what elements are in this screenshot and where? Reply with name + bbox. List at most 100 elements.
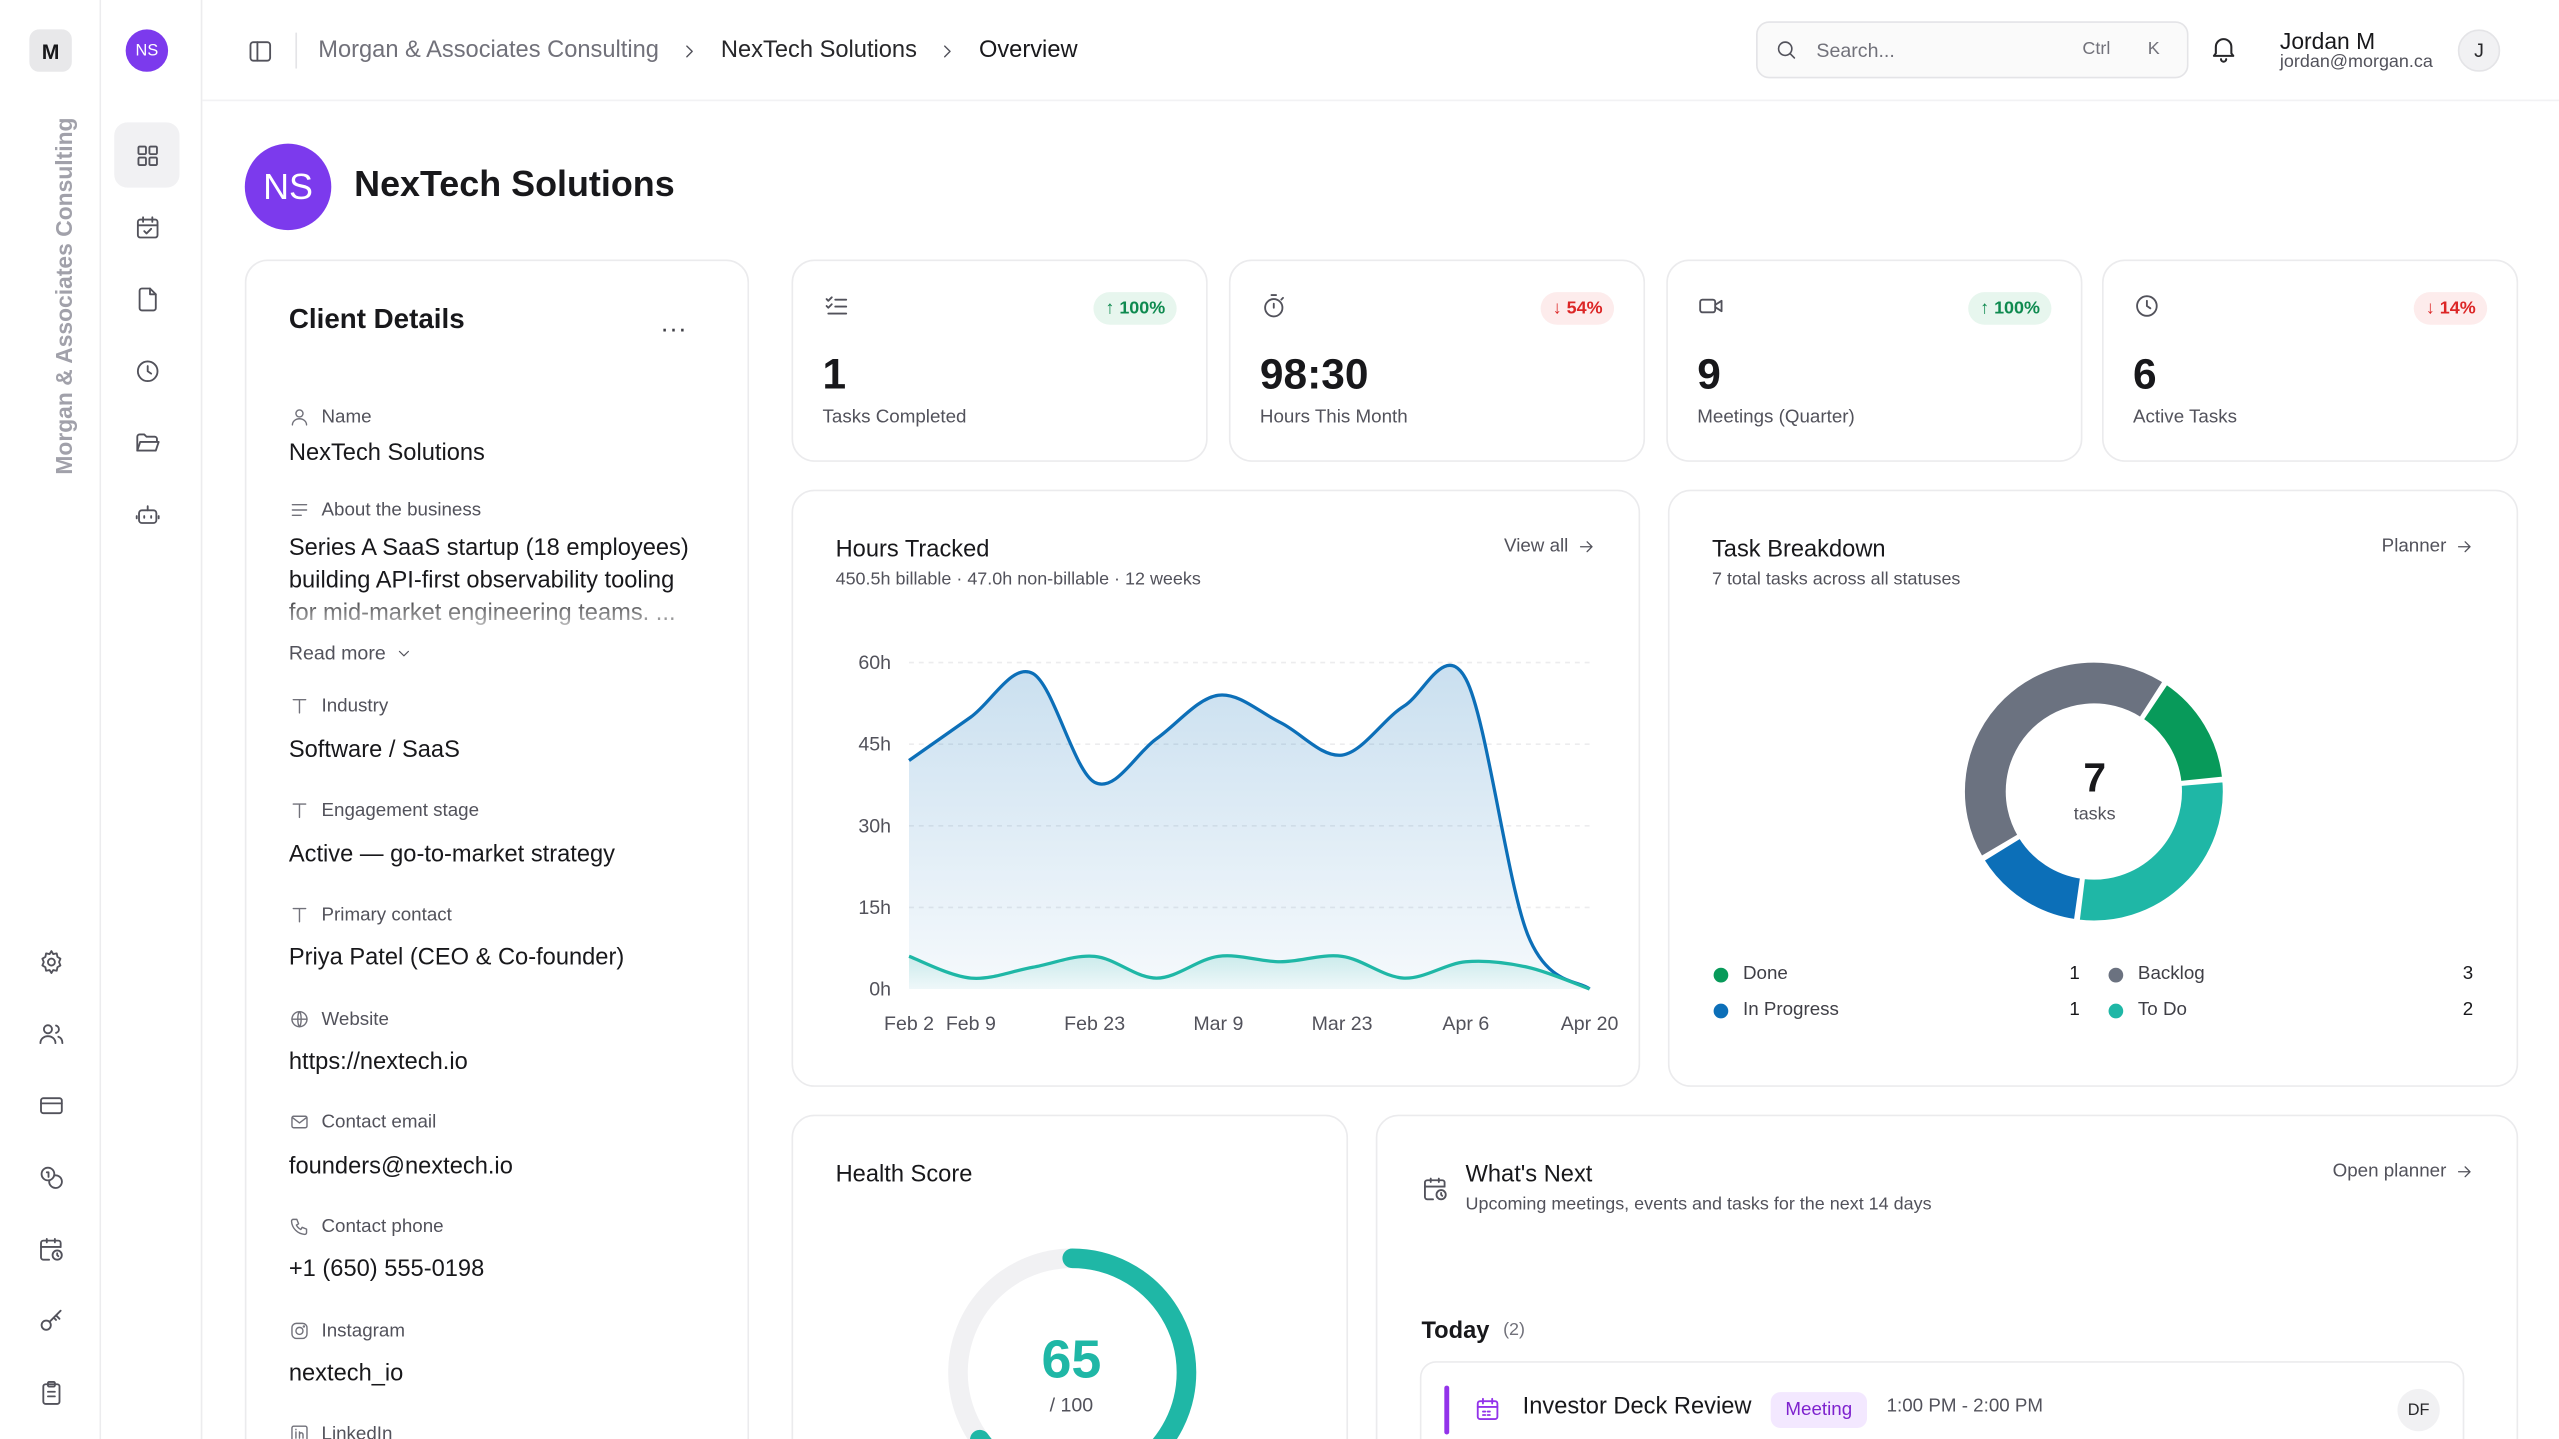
more-options-button[interactable]: ... — [660, 310, 688, 338]
read-more-button[interactable]: Read more — [289, 641, 414, 664]
open-planner-link[interactable]: Open planner — [2333, 1162, 2474, 1182]
event-item[interactable]: Investor Deck Review Meeting 1:00 PM - 2… — [1419, 1361, 2465, 1439]
whats-next-subtitle: Upcoming meetings, events and tasks for … — [1465, 1194, 1932, 1215]
linkedin-icon — [291, 1425, 308, 1439]
field-label-linkedin: LinkedIn — [289, 1423, 392, 1439]
event-title: Investor Deck Review — [1522, 1393, 1752, 1420]
client-details-title: Client Details — [288, 303, 465, 335]
workspace-badge[interactable]: M — [29, 29, 72, 72]
search-icon — [1774, 38, 1798, 71]
stat-label: Hours This Month — [1259, 408, 1408, 428]
gauge-progress — [970, 1248, 1197, 1439]
legend-to-do-count: 2 — [2462, 1000, 2474, 1020]
series-line-1 — [908, 954, 1591, 991]
arrow-right-icon — [1579, 541, 1593, 553]
arrow-up-icon: ↑ — [1980, 298, 1990, 319]
x-tick-label: Feb 23 — [1064, 1013, 1125, 1035]
legend-backlog: Backlog — [2108, 965, 2205, 984]
field-label-industry: Industry — [289, 695, 388, 716]
legend-dot — [2108, 966, 2124, 982]
user-email: jordan@morgan.ca — [2279, 52, 2433, 72]
stat-card-hours-month[interactable]: ↓ 54% 98:30 Hours This Month — [1228, 259, 1646, 462]
field-value-name: NexTech Solutions — [288, 440, 485, 467]
hours-tracked-card: Hours Tracked 450.5h billable · 47.0h no… — [791, 489, 1641, 1087]
planner-link[interactable]: Planner — [2382, 537, 2474, 557]
series-area-0 — [909, 665, 1590, 989]
breadcrumb-workspace[interactable]: Morgan & Associates Consulting — [318, 37, 659, 64]
event-color-bar — [1444, 1385, 1450, 1435]
calendar-icon — [1474, 1395, 1502, 1431]
shortcut-ctrl: Ctrl — [2082, 39, 2111, 59]
chevron-down-icon — [399, 649, 410, 656]
coins-icon[interactable] — [29, 1155, 71, 1197]
x-tick-label: Apr 6 — [1442, 1013, 1489, 1035]
whats-next-card: What's Next Upcoming meetings, events an… — [1375, 1114, 2519, 1439]
gear-icon[interactable] — [29, 940, 71, 982]
today-count: (2) — [1503, 1320, 1526, 1340]
y-tick-label: 0h — [869, 979, 891, 1001]
nav-folder-open-icon[interactable] — [114, 410, 179, 475]
chevron-right-icon — [679, 39, 702, 62]
field-value-phone[interactable]: +1 (650) 555-0198 — [288, 1256, 485, 1283]
field-value-website[interactable]: https://nextech.io — [288, 1049, 468, 1076]
y-tick-label: 45h — [858, 734, 891, 756]
health-value: 65 — [1041, 1328, 1102, 1389]
nav-file-icon[interactable] — [114, 266, 179, 331]
key-icon[interactable] — [29, 1299, 71, 1341]
arrow-right-icon — [2457, 1166, 2471, 1178]
sidebar-toggle-icon[interactable] — [243, 34, 276, 67]
users-icon[interactable] — [29, 1012, 71, 1054]
workspace-rail: M Morgan & Associates Consulting — [0, 0, 102, 1439]
field-label-contact: Primary contact — [289, 904, 452, 925]
stat-card-active-tasks[interactable]: ↓ 14% 6 Active Tasks — [2102, 259, 2519, 462]
search-box[interactable]: Search... Ctrl K — [1756, 21, 2189, 79]
client-avatar-small[interactable]: NS — [125, 29, 169, 72]
instagram-icon — [291, 1322, 308, 1340]
user-icon — [291, 409, 308, 426]
breadcrumb-client[interactable]: NexTech Solutions — [720, 37, 917, 64]
user-name[interactable]: Jordan M — [2279, 27, 2376, 54]
series-area-1 — [909, 955, 1590, 989]
legend-dot — [2108, 1002, 2124, 1018]
donut-slice-to-do — [2076, 778, 2227, 924]
nav-dashboard-icon[interactable] — [114, 122, 180, 188]
x-tick-label: Feb 2 — [884, 1013, 934, 1035]
bell-icon[interactable] — [2208, 33, 2239, 72]
legend-in-progress: In Progress — [1713, 1000, 1839, 1020]
field-label-phone: Contact phone — [289, 1216, 444, 1237]
breadcrumb-current: Overview — [978, 37, 1078, 64]
field-label-about: About the business — [289, 499, 481, 520]
donut-center-value: 7 — [2083, 755, 2107, 802]
top-bar: Morgan & Associates Consulting NexTech S… — [202, 0, 2559, 102]
stat-card-tasks-completed[interactable]: ↑ 100% 1 Tasks Completed — [791, 259, 1208, 462]
stat-value: 98:30 — [1259, 349, 1369, 399]
arrow-right-icon — [2457, 541, 2471, 553]
clock-icon — [2133, 292, 2161, 328]
text-type-icon — [292, 907, 307, 923]
field-label-stage: Engagement stage — [289, 800, 479, 821]
view-all-link[interactable]: View all — [1504, 537, 1596, 557]
user-avatar[interactable]: J — [2457, 29, 2501, 72]
assignee-avatar: DF — [2397, 1388, 2440, 1432]
stat-card-meetings[interactable]: ↑ 100% 9 Meetings (Quarter) — [1666, 259, 2083, 462]
client-details-card: Client Details ... Name NexTech Solution… — [244, 259, 750, 1439]
x-tick-label: Mar 9 — [1193, 1013, 1243, 1035]
y-tick-label: 30h — [858, 815, 891, 837]
nav-clock-icon[interactable] — [114, 338, 179, 403]
stat-label: Active Tasks — [2133, 408, 2237, 428]
field-value-email[interactable]: founders@nextech.io — [288, 1153, 513, 1180]
nav-bot-icon[interactable] — [114, 481, 179, 546]
checklist-icon — [823, 292, 851, 328]
trend-badge: ↓ 54% — [1541, 292, 1615, 325]
chart-title: Task Breakdown — [1711, 536, 1886, 564]
stopwatch-icon — [1260, 292, 1288, 328]
nav-calendar-check-icon[interactable] — [114, 194, 179, 259]
calendar-clock-icon[interactable] — [29, 1227, 71, 1269]
field-value-instagram[interactable]: nextech_io — [288, 1361, 404, 1388]
whats-next-title: What's Next — [1465, 1161, 1593, 1189]
y-tick-label: 15h — [858, 897, 891, 919]
clipboard-icon[interactable] — [29, 1371, 71, 1413]
credit-card-icon[interactable] — [29, 1084, 71, 1126]
legend-to-do: To Do — [2108, 1000, 2187, 1020]
arrow-down-icon: ↓ — [1552, 298, 1562, 319]
